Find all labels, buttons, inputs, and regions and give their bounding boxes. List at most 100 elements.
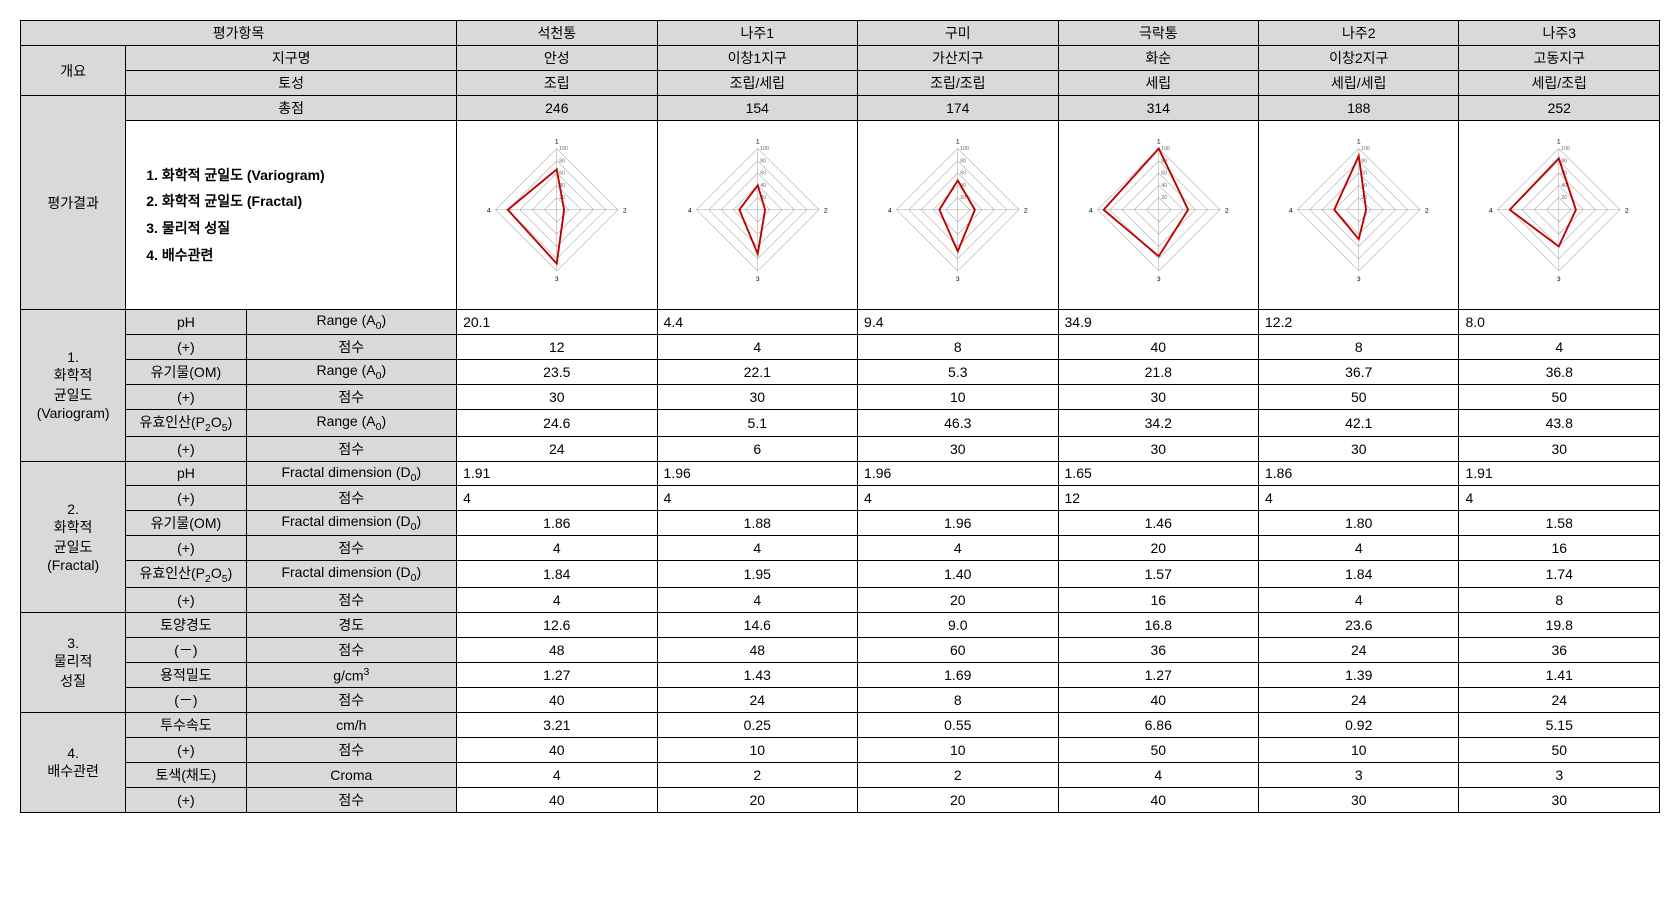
val-2-0-1: 14.6 [657, 613, 857, 638]
val-1-0-5: 1.91 [1459, 461, 1660, 486]
row-sub2-1-4: Fractal dimension (D0) [246, 561, 457, 588]
district-1: 이창1지구 [657, 46, 857, 71]
val-1-5-1: 4 [657, 588, 857, 613]
radar-chart-0: 123420406080100 [457, 121, 657, 310]
soil-5: 세립/조립 [1459, 71, 1660, 96]
val-3-2-2: 2 [858, 763, 1058, 788]
row-sub2-0-5: 점수 [246, 436, 457, 461]
val-1-3-2: 4 [858, 536, 1058, 561]
val-2-1-0: 48 [457, 638, 657, 663]
legend-4: 4. 배수관련 [146, 247, 213, 263]
row-sub2-1-0: Fractal dimension (D0) [246, 461, 457, 486]
val-3-0-4: 0.92 [1259, 713, 1459, 738]
district-4: 이창2지구 [1259, 46, 1459, 71]
svg-text:60: 60 [960, 170, 966, 176]
row-sub1-3-0: 투수속도 [126, 713, 246, 738]
row-sub1-3-3: (+) [126, 788, 246, 813]
row-sub2-3-2: Croma [246, 763, 457, 788]
radar-chart-4: 123420406080100 [1259, 121, 1459, 310]
val-3-3-4: 30 [1259, 788, 1459, 813]
legend-2: 2. 화학적 균일도 (Fractal) [146, 193, 302, 209]
svg-text:80: 80 [1562, 158, 1568, 164]
svg-text:3: 3 [1357, 276, 1361, 283]
val-0-5-1: 6 [657, 436, 857, 461]
val-1-1-2: 4 [858, 486, 1058, 511]
val-0-5-3: 30 [1058, 436, 1258, 461]
header-district: 지구명 [126, 46, 457, 71]
svg-text:80: 80 [760, 158, 766, 164]
val-1-3-3: 20 [1058, 536, 1258, 561]
district-0: 안성 [457, 46, 657, 71]
val-1-2-0: 1.86 [457, 511, 657, 536]
row-sub1-0-3: (+) [126, 384, 246, 409]
row-sub2-0-4: Range (A0) [246, 409, 457, 436]
svg-text:1: 1 [755, 138, 759, 145]
val-2-1-5: 36 [1459, 638, 1660, 663]
val-3-0-1: 0.25 [657, 713, 857, 738]
row-sub2-0-1: 점수 [246, 334, 457, 359]
val-0-3-5: 50 [1459, 384, 1660, 409]
section-title-1: 2. 화학적 균일도 (Fractal) [21, 461, 126, 613]
svg-text:3: 3 [956, 276, 960, 283]
svg-text:100: 100 [559, 146, 568, 152]
val-2-2-2: 1.69 [858, 663, 1058, 688]
val-2-2-3: 1.27 [1058, 663, 1258, 688]
val-3-1-1: 10 [657, 738, 857, 763]
svg-text:2: 2 [1625, 207, 1629, 214]
val-0-1-4: 8 [1259, 334, 1459, 359]
row-sub2-3-0: cm/h [246, 713, 457, 738]
val-1-1-4: 4 [1259, 486, 1459, 511]
val-0-1-0: 12 [457, 334, 657, 359]
val-1-4-5: 1.74 [1459, 561, 1660, 588]
header-col-5: 나주3 [1459, 21, 1660, 46]
svg-text:1: 1 [956, 138, 960, 145]
row-sub1-1-2: 유기물(OM) [126, 511, 246, 536]
soil-2: 조립/조립 [858, 71, 1058, 96]
svg-text:20: 20 [960, 195, 966, 201]
val-1-4-4: 1.84 [1259, 561, 1459, 588]
val-0-0-5: 8.0 [1459, 310, 1660, 335]
val-2-1-1: 48 [657, 638, 857, 663]
row-sub1-2-1: (－) [126, 638, 246, 663]
svg-text:100: 100 [760, 146, 769, 152]
val-1-0-2: 1.96 [858, 461, 1058, 486]
svg-text:4: 4 [487, 207, 491, 214]
val-3-1-2: 10 [858, 738, 1058, 763]
header-col-0: 석천통 [457, 21, 657, 46]
val-0-3-0: 30 [457, 384, 657, 409]
val-1-3-1: 4 [657, 536, 857, 561]
soil-0: 조립 [457, 71, 657, 96]
val-0-5-2: 30 [858, 436, 1058, 461]
row-sub1-3-2: 토색(채도) [126, 763, 246, 788]
radar-chart-5: 123420406080100 [1459, 121, 1660, 310]
row-sub1-2-3: (－) [126, 688, 246, 713]
val-3-1-0: 40 [457, 738, 657, 763]
svg-text:40: 40 [760, 182, 766, 188]
svg-text:100: 100 [1361, 146, 1370, 152]
val-3-0-3: 6.86 [1058, 713, 1258, 738]
svg-text:2: 2 [1224, 207, 1228, 214]
svg-text:4: 4 [687, 207, 691, 214]
val-3-0-0: 3.21 [457, 713, 657, 738]
soil-4: 세립/세립 [1259, 71, 1459, 96]
header-overview: 개요 [21, 46, 126, 96]
val-1-1-0: 4 [457, 486, 657, 511]
district-3: 화순 [1058, 46, 1258, 71]
val-2-0-0: 12.6 [457, 613, 657, 638]
val-1-0-4: 1.86 [1259, 461, 1459, 486]
section-title-3: 4. 배수관련 [21, 713, 126, 813]
radar-chart-3: 123420406080100 [1058, 121, 1258, 310]
val-0-3-2: 10 [858, 384, 1058, 409]
val-2-0-2: 9.0 [858, 613, 1058, 638]
val-1-1-3: 12 [1058, 486, 1258, 511]
val-2-2-1: 1.43 [657, 663, 857, 688]
row-sub2-0-0: Range (A0) [246, 310, 457, 335]
val-1-4-1: 1.95 [657, 561, 857, 588]
val-1-2-1: 1.88 [657, 511, 857, 536]
svg-text:40: 40 [1562, 182, 1568, 188]
svg-text:2: 2 [623, 207, 627, 214]
row-sub1-1-1: (+) [126, 486, 246, 511]
svg-text:80: 80 [559, 158, 565, 164]
val-1-1-5: 4 [1459, 486, 1660, 511]
val-2-1-4: 24 [1259, 638, 1459, 663]
